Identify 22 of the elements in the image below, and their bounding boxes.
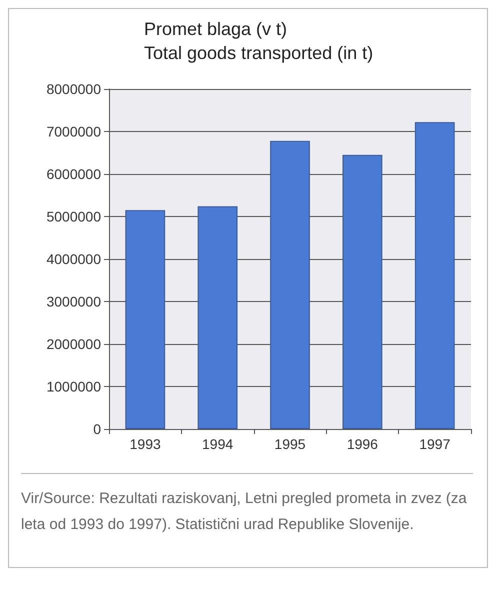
y-tick-label: 5000000	[46, 208, 102, 224]
x-tick-label: 1996	[346, 436, 378, 452]
y-tick-label: 0	[93, 421, 102, 437]
bar	[125, 210, 166, 429]
x-tick-label: 1993	[130, 436, 161, 452]
y-tick-label: 2000000	[46, 336, 102, 352]
y-tick-label: 4000000	[46, 251, 102, 267]
text: Vir/Source: Rezultati raziskovanj, Letni pregled prometa in zvez (za leta od 1993 do 1997). Statistični urad Republike Slovenije.	[21, 473, 473, 538]
x-tick-label: 1997	[419, 436, 451, 452]
bar	[342, 154, 382, 429]
bar	[270, 140, 310, 429]
y-tick-label: 1000000	[46, 378, 102, 394]
bar	[414, 122, 455, 429]
x-tick-label: 1994	[202, 436, 234, 452]
chart-subtitle: Total goods transported (in t)	[144, 43, 374, 63]
bar	[198, 206, 238, 429]
y-tick-label: 3000000	[46, 294, 102, 310]
chart-title: Promet blaga (v t)	[144, 19, 288, 39]
y-tick-label: 6000000	[46, 166, 102, 182]
y-tick-label: 7000000	[46, 124, 102, 140]
x-tick-label: 1995	[274, 436, 306, 452]
y-tick-label: 8000000	[46, 81, 102, 97]
